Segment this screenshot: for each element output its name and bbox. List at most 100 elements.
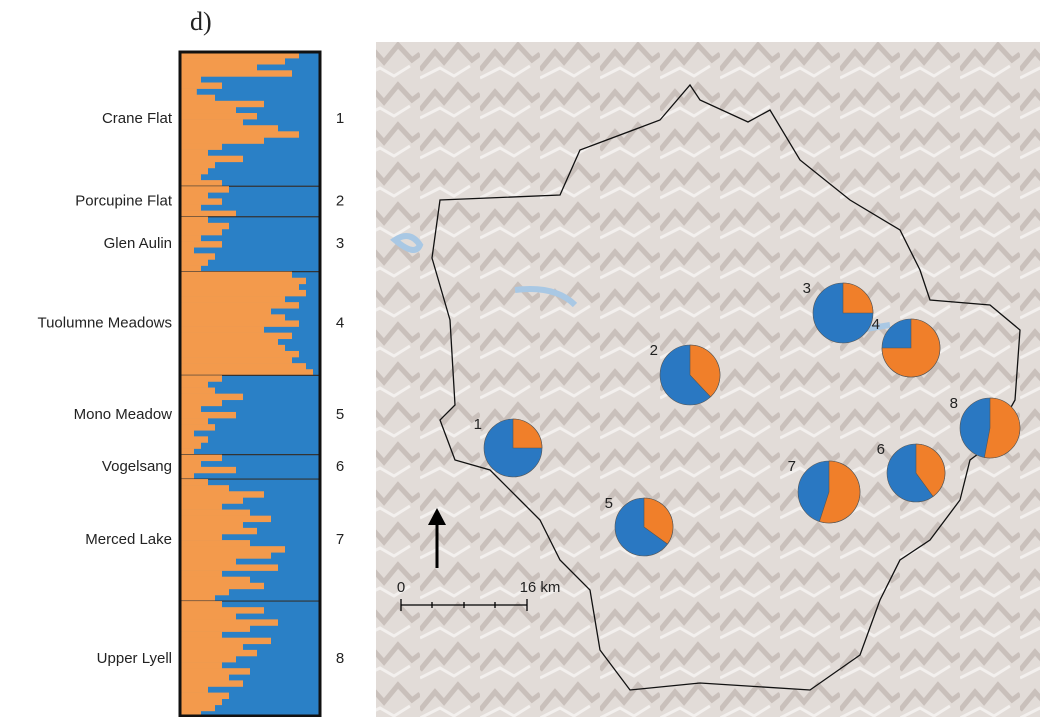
ancestry-bar xyxy=(180,137,264,143)
ancestry-bar xyxy=(180,83,222,89)
ancestry-bar xyxy=(180,436,208,442)
ancestry-bar xyxy=(180,625,250,631)
ancestry-bar xyxy=(180,571,222,577)
ancestry-bar xyxy=(180,259,208,265)
ancestry-bar xyxy=(180,333,292,339)
ancestry-bar xyxy=(180,308,271,314)
ancestry-bar xyxy=(180,479,208,485)
ancestry-bar xyxy=(180,320,299,326)
ancestry-bar xyxy=(180,70,292,76)
ancestry-bar xyxy=(180,619,278,625)
ancestry-bar xyxy=(180,418,208,424)
ancestry-bar xyxy=(180,217,208,223)
population-name: Merced Lake xyxy=(85,531,172,548)
ancestry-bar xyxy=(180,119,243,125)
ancestry-bar xyxy=(180,125,278,131)
ancestry-bar xyxy=(180,223,229,229)
population-name: Porcupine Flat xyxy=(75,192,173,209)
pie-label: 1 xyxy=(474,416,482,433)
ancestry-bar xyxy=(180,589,229,595)
ancestry-bar xyxy=(180,156,243,162)
population-number: 6 xyxy=(336,458,344,475)
ancestry-bar xyxy=(180,412,236,418)
ancestry-bar xyxy=(180,247,194,253)
pie-label: 7 xyxy=(788,458,796,475)
ancestry-bar xyxy=(180,546,285,552)
scale-end: 16 km xyxy=(520,579,561,596)
ancestry-bar xyxy=(180,107,236,113)
ancestry-bar xyxy=(180,363,306,369)
ancestry-bar xyxy=(180,64,257,70)
ancestry-bar xyxy=(180,638,271,644)
pie-label: 3 xyxy=(803,280,811,297)
panel-label: d) xyxy=(190,7,212,36)
ancestry-bar xyxy=(180,144,222,150)
ancestry-bar xyxy=(180,241,222,247)
ancestry-bar xyxy=(180,229,222,235)
pie-label: 8 xyxy=(950,395,958,412)
ancestry-bar xyxy=(180,266,201,272)
ancestry-bar xyxy=(180,186,229,192)
ancestry-bar xyxy=(180,656,236,662)
ancestry-bar xyxy=(180,552,271,558)
population-name: Vogelsang xyxy=(102,458,172,475)
ancestry-bar xyxy=(180,406,201,412)
ancestry-bar xyxy=(180,485,229,491)
population-number: 4 xyxy=(336,314,344,331)
ancestry-bar xyxy=(180,192,208,198)
ancestry-bar xyxy=(180,601,222,607)
ancestry-bar xyxy=(180,211,236,217)
ancestry-bar xyxy=(180,369,313,375)
ancestry-bar xyxy=(180,442,201,448)
ancestry-bar xyxy=(180,296,285,302)
ancestry-bar xyxy=(180,101,264,107)
ancestry-bar xyxy=(180,345,285,351)
scale-start: 0 xyxy=(397,579,405,596)
ancestry-bar xyxy=(180,680,243,686)
ancestry-bar xyxy=(180,278,306,284)
ancestry-bar xyxy=(180,668,250,674)
ancestry-bar xyxy=(180,284,299,290)
ancestry-bar xyxy=(180,198,222,204)
ancestry-bar xyxy=(180,400,222,406)
ancestry-bar xyxy=(180,510,250,516)
ancestry-bar xyxy=(180,375,222,381)
ancestry-bar xyxy=(180,577,250,583)
ancestry-bar xyxy=(180,461,201,467)
ancestry-bar xyxy=(180,253,215,259)
ancestry-bar xyxy=(180,558,236,564)
population-name: Glen Aulin xyxy=(104,235,172,252)
ancestry-bar xyxy=(180,583,264,589)
figure: d) 0 16 km Crane Flat 1 Porcupine Flat 2 Gle… xyxy=(0,0,1043,717)
ancestry-bar xyxy=(180,351,299,357)
ancestry-bar xyxy=(180,467,236,473)
ancestry-bar xyxy=(180,534,222,540)
ancestry-bar xyxy=(180,662,222,668)
ancestry-bar xyxy=(180,644,243,650)
population-number: 2 xyxy=(336,192,344,209)
ancestry-bar xyxy=(180,314,285,320)
population-name: Crane Flat xyxy=(102,110,173,127)
ancestry-bar xyxy=(180,503,222,509)
ancestry-bar xyxy=(180,272,292,278)
ancestry-bar xyxy=(180,150,208,156)
ancestry-bar xyxy=(180,235,201,241)
ancestry-bar xyxy=(180,424,215,430)
ancestry-bar xyxy=(180,89,197,95)
ancestry-bar xyxy=(180,686,208,692)
population-number: 1 xyxy=(336,110,344,127)
ancestry-bar xyxy=(180,95,215,101)
pie-label: 5 xyxy=(605,495,613,512)
ancestry-bar xyxy=(180,430,194,436)
ancestry-bar xyxy=(180,339,278,345)
ancestry-bar xyxy=(180,394,243,400)
ancestry-bar xyxy=(180,455,222,461)
pie-label: 2 xyxy=(650,342,658,359)
ancestry-bar xyxy=(180,528,257,534)
ancestry-bar xyxy=(180,607,264,613)
ancestry-bar xyxy=(180,564,278,570)
pie-label: 6 xyxy=(877,441,885,458)
population-number: 8 xyxy=(336,650,344,667)
ancestry-bar xyxy=(180,497,243,503)
ancestry-bar xyxy=(180,58,285,64)
